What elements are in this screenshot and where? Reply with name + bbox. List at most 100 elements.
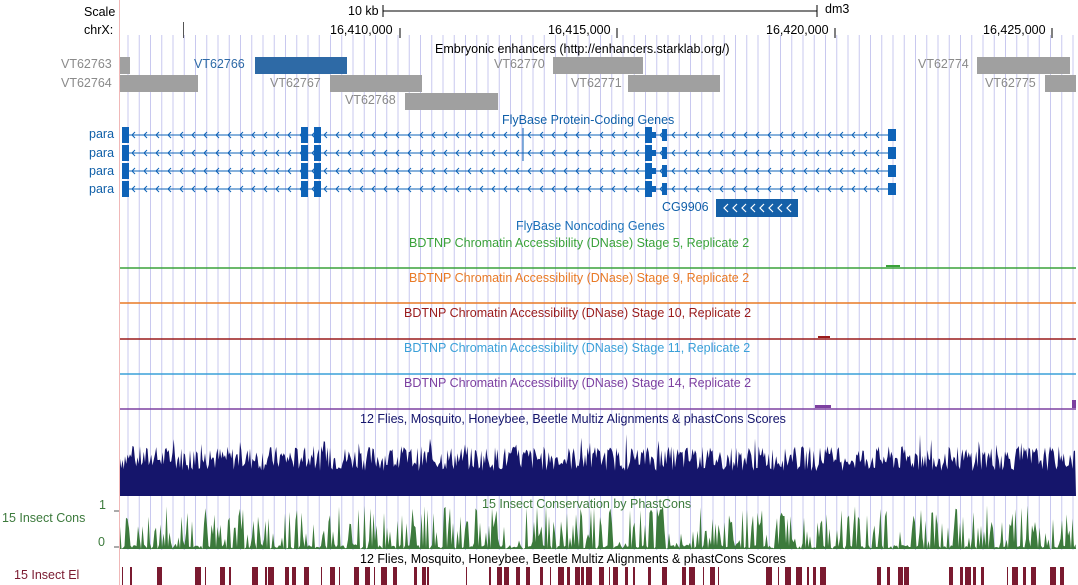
conserved-element	[689, 567, 695, 585]
strand-arrow	[215, 185, 220, 193]
strand-arrow	[155, 131, 160, 139]
enhancer-feature	[330, 75, 422, 92]
strand-arrow	[635, 149, 640, 157]
elements-side-label[interactable]: 15 Insect El	[14, 568, 80, 582]
conserved-element	[365, 567, 370, 585]
dnase-peak	[818, 336, 830, 338]
enhancer-label-vt62774[interactable]: VT62774	[918, 57, 969, 71]
noncoding-track-title[interactable]: FlyBase Noncoding Genes	[516, 219, 665, 233]
strand-arrow	[191, 167, 196, 175]
gene-exon-small	[652, 150, 656, 156]
gene-label-cg9906[interactable]: CG9906	[662, 200, 709, 214]
strand-arrow	[563, 167, 568, 175]
strand-arrow	[239, 185, 244, 193]
dnase-stage9-title[interactable]: BDTNP Chromatin Accessibility (DNase) St…	[409, 271, 750, 285]
dnase-stage14-title[interactable]: BDTNP Chromatin Accessibility (DNase) St…	[404, 376, 752, 390]
strand-arrow	[803, 149, 808, 157]
conserved-element	[710, 567, 715, 585]
enhancer-label-vt62767[interactable]: VT62767	[270, 76, 321, 90]
conserved-element	[550, 567, 551, 585]
enhancer-track-title[interactable]: Embryonic enhancers (http://enhancers.st…	[435, 42, 730, 56]
gene-label-para-4[interactable]: para	[89, 182, 115, 196]
conserved-element	[414, 567, 417, 585]
strand-arrow	[479, 131, 484, 139]
gene-label-para-2[interactable]: para	[89, 146, 115, 160]
strand-arrow	[575, 167, 580, 175]
strand-arrow	[839, 131, 844, 139]
conserved-element	[1060, 567, 1064, 585]
enhancer-label-vt62768[interactable]: VT62768	[345, 93, 396, 107]
strand-arrow	[527, 167, 532, 175]
strand-arrow	[815, 185, 820, 193]
conserved-element	[575, 567, 580, 585]
gene-track-title[interactable]: FlyBase Protein-Coding Genes	[502, 113, 675, 127]
strand-arrow	[395, 185, 400, 193]
strand-arrow	[755, 167, 760, 175]
strand-arrow	[551, 167, 556, 175]
conserved-element	[558, 567, 564, 585]
strand-arrow-white	[750, 203, 756, 213]
enhancer-label-vt62766[interactable]: VT62766	[194, 57, 245, 71]
strand-arrow	[623, 167, 628, 175]
enhancer-label-vt62775[interactable]: VT62775	[985, 76, 1036, 90]
strand-arrow	[767, 149, 772, 157]
gene-exon	[301, 181, 308, 197]
strand-arrow	[635, 131, 640, 139]
phastcons-ymax: 1	[99, 498, 106, 512]
dnase-stage5-title[interactable]: BDTNP Chromatin Accessibility (DNase) St…	[409, 236, 750, 250]
multiz-track-title[interactable]: 12 Flies, Mosquito, Honeybee, Beetle Mul…	[360, 412, 786, 426]
strand-arrow	[503, 167, 508, 175]
gene-label-para-1[interactable]: para	[89, 127, 115, 141]
strand-arrow	[827, 167, 832, 175]
conserved-element	[625, 567, 628, 585]
strand-arrow	[455, 131, 460, 139]
strand-arrow	[467, 185, 472, 193]
dnase-stage10-title[interactable]: BDTNP Chromatin Accessibility (DNase) St…	[404, 306, 752, 320]
strand-arrow	[431, 149, 436, 157]
dnase-peak	[886, 265, 900, 267]
strand-arrow	[227, 185, 232, 193]
strand-arrow	[719, 149, 724, 157]
strand-arrow	[827, 185, 832, 193]
gene-exon	[888, 165, 896, 177]
gene-exon	[645, 145, 652, 161]
strand-arrow	[779, 167, 784, 175]
enhancer-label-vt62771[interactable]: VT62771	[571, 76, 622, 90]
gene-exon-small	[652, 132, 656, 138]
strand-arrow	[875, 149, 880, 157]
strand-arrow	[431, 167, 436, 175]
strand-arrow	[347, 167, 352, 175]
strand-arrow	[347, 185, 352, 193]
strand-arrow	[395, 149, 400, 157]
conserved-element	[813, 567, 816, 585]
elements-track-title[interactable]: 12 Flies, Mosquito, Honeybee, Beetle Mul…	[360, 552, 786, 566]
enhancer-label-vt62770[interactable]: VT62770	[494, 57, 545, 71]
enhancer-label-vt62764[interactable]: VT62764	[61, 76, 112, 90]
enhancer-label-vt62763[interactable]: VT62763	[61, 57, 112, 71]
phastcons-track-title[interactable]: 15 Insect Conservation by PhastCons	[482, 497, 692, 511]
dnase-stage11-title[interactable]: BDTNP Chromatin Accessibility (DNase) St…	[404, 341, 751, 355]
strand-arrow	[407, 167, 412, 175]
conserved-element	[504, 567, 509, 585]
conserved-element	[586, 567, 592, 585]
phastcons-side-label[interactable]: 15 Insect Cons	[2, 511, 86, 525]
conserved-elements-track	[122, 567, 1064, 585]
strand-arrow	[863, 149, 868, 157]
conserved-element	[422, 567, 426, 585]
conserved-element	[466, 567, 467, 585]
strand-arrow	[683, 185, 688, 193]
strand-arrow	[575, 185, 580, 193]
strand-arrow	[419, 167, 424, 175]
strand-arrow	[743, 185, 748, 193]
gene-label-para-3[interactable]: para	[89, 164, 115, 178]
ruler-position-1: 16,410,000	[330, 23, 393, 37]
conserved-element	[497, 567, 502, 585]
strand-arrow	[611, 185, 616, 193]
strand-arrow	[443, 185, 448, 193]
strand-arrow	[863, 131, 868, 139]
enhancer-feature	[1045, 75, 1076, 92]
conserved-element	[321, 567, 322, 585]
strand-arrow	[599, 185, 604, 193]
